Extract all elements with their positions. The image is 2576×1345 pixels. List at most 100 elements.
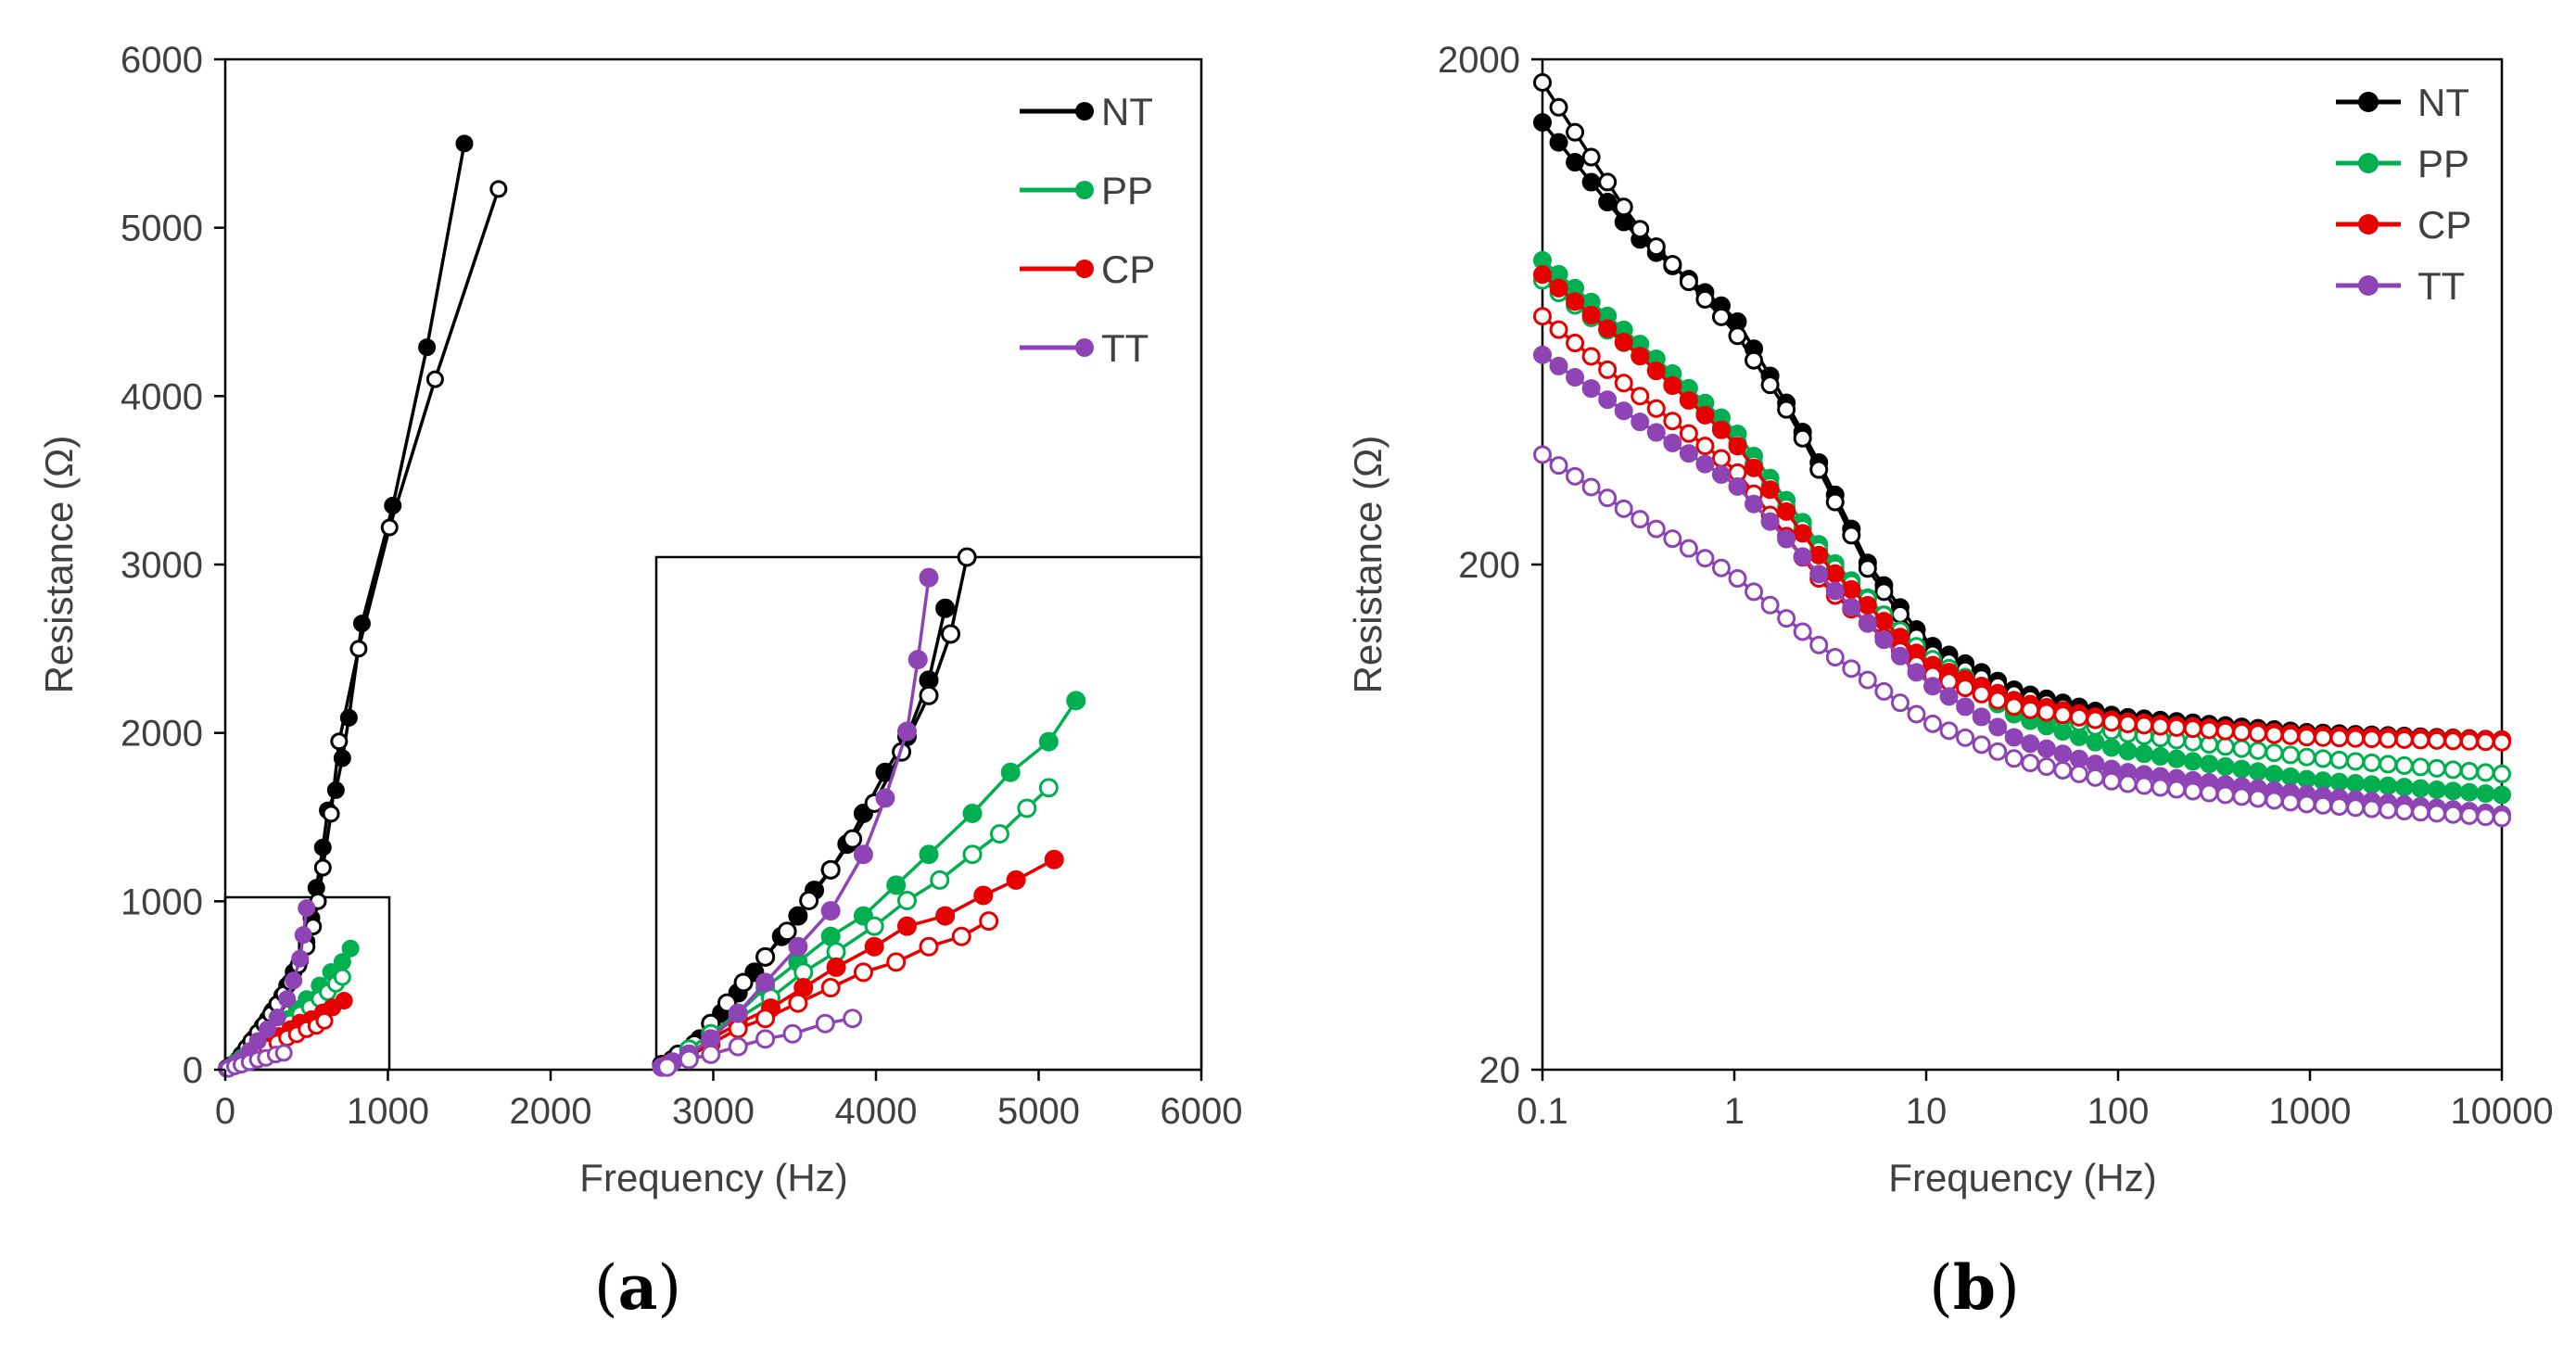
data-point-tt xyxy=(1663,433,1682,452)
data-point-pp xyxy=(2459,761,2479,780)
data-point-tt xyxy=(2151,778,2170,797)
data-point-pp xyxy=(1000,762,1021,782)
data-point-cp xyxy=(2459,731,2479,751)
data-point-pp xyxy=(2248,762,2267,781)
data-point-nt xyxy=(322,805,340,823)
data-point-nt xyxy=(489,180,508,198)
data-point-nt xyxy=(1663,255,1682,274)
data-point-cp xyxy=(1646,362,1666,381)
data-point-pp xyxy=(989,824,1009,844)
data-point-nt xyxy=(455,134,474,153)
data-point-tt xyxy=(1956,697,1975,717)
data-point-pp xyxy=(2280,745,2300,765)
data-point-nt xyxy=(777,921,797,942)
data-point-pp xyxy=(2329,772,2349,792)
data-point-nt xyxy=(1793,428,1812,448)
data-point-cp xyxy=(2167,717,2187,737)
data-point-pp xyxy=(2265,743,2284,763)
legend-marker-pp xyxy=(1075,181,1094,199)
data-point-pp xyxy=(2265,765,2284,784)
legend-label-pp: PP xyxy=(1101,169,1153,212)
data-point-tt xyxy=(2394,802,2414,821)
data-point-tt xyxy=(755,1029,776,1049)
data-point-tt xyxy=(268,1009,286,1027)
data-point-cp xyxy=(896,916,917,936)
data-point-pp xyxy=(2411,757,2430,777)
data-point-pp xyxy=(2200,755,2219,774)
data-point-cp xyxy=(973,885,994,906)
data-point-pp xyxy=(2411,779,2430,798)
data-point-tt xyxy=(1663,529,1682,549)
data-point-tt xyxy=(782,1023,803,1044)
data-point-tt xyxy=(2493,808,2511,828)
data-point-nt xyxy=(1679,272,1698,291)
data-point-tt xyxy=(2427,804,2446,823)
legend-label-cp: CP xyxy=(2417,203,2471,247)
data-point-pp xyxy=(2394,755,2414,775)
data-point-nt xyxy=(799,891,819,911)
data-point-pp xyxy=(2346,774,2366,793)
data-point-cp xyxy=(315,1011,334,1030)
data-point-tt xyxy=(1549,456,1568,476)
data-point-tt xyxy=(907,650,928,670)
data-point-tt xyxy=(919,567,939,588)
data-point-nt xyxy=(1711,307,1731,326)
panel-a-y-tick-label: 4000 xyxy=(121,376,203,417)
data-point-cp xyxy=(2021,700,2040,719)
data-point-tt xyxy=(1566,466,1585,486)
data-point-tt xyxy=(820,901,841,921)
data-point-tt xyxy=(1711,558,1731,577)
data-point-cp xyxy=(1598,360,1618,379)
data-point-nt xyxy=(313,858,332,877)
data-point-tt xyxy=(2053,744,2073,764)
data-point-pp xyxy=(2493,785,2511,805)
legend-label-tt: TT xyxy=(2417,264,2465,308)
data-point-cp xyxy=(2265,725,2284,744)
data-point-tt xyxy=(274,1044,293,1062)
data-point-tt xyxy=(1825,581,1845,601)
data-point-tt xyxy=(1679,539,1698,558)
data-point-nt xyxy=(820,859,841,880)
data-point-cp xyxy=(1566,334,1585,353)
panel-a-x-tick-label: 0 xyxy=(215,1091,235,1132)
data-point-nt xyxy=(1533,72,1552,92)
data-point-cp xyxy=(1566,292,1585,311)
data-point-pp xyxy=(2443,760,2463,780)
data-point-tt xyxy=(2476,807,2495,827)
data-point-tt xyxy=(1988,717,2008,737)
data-point-nt xyxy=(1809,460,1829,479)
data-point-cp xyxy=(2476,732,2495,752)
data-point-cp xyxy=(2362,730,2381,749)
data-point-pp xyxy=(333,968,351,986)
data-point-pp xyxy=(2493,764,2511,783)
data-point-tt xyxy=(1956,728,1975,747)
data-point-tt xyxy=(896,721,917,742)
data-point-pp xyxy=(341,939,360,958)
data-point-cp xyxy=(979,911,999,932)
data-point-tt xyxy=(2069,764,2088,783)
data-point-pp xyxy=(2151,746,2170,766)
data-point-tt xyxy=(1793,622,1812,641)
data-point-cp xyxy=(2427,730,2446,750)
data-point-tt xyxy=(2215,785,2235,805)
panel-a-y-axis-label: Resistance (Ω) xyxy=(37,436,81,694)
data-point-tt xyxy=(2280,793,2300,812)
data-point-nt xyxy=(1549,97,1568,117)
data-point-pp xyxy=(896,891,917,911)
data-point-tt xyxy=(657,1057,678,1077)
data-point-pp xyxy=(2394,778,2414,797)
data-point-tt xyxy=(1581,379,1601,399)
data-point-tt xyxy=(1614,499,1633,518)
data-point-tt xyxy=(728,1036,748,1057)
data-point-nt xyxy=(1533,113,1552,133)
data-point-cp xyxy=(1581,305,1601,324)
data-point-tt xyxy=(1907,704,1926,724)
data-point-tt xyxy=(1939,687,1959,706)
legend-label-tt: TT xyxy=(1101,326,1148,370)
data-point-cp xyxy=(1745,458,1764,477)
data-point-tt xyxy=(1598,489,1618,508)
legend-marker-cp xyxy=(1075,260,1094,278)
data-point-cp xyxy=(335,992,353,1010)
data-point-nt xyxy=(1858,559,1877,578)
